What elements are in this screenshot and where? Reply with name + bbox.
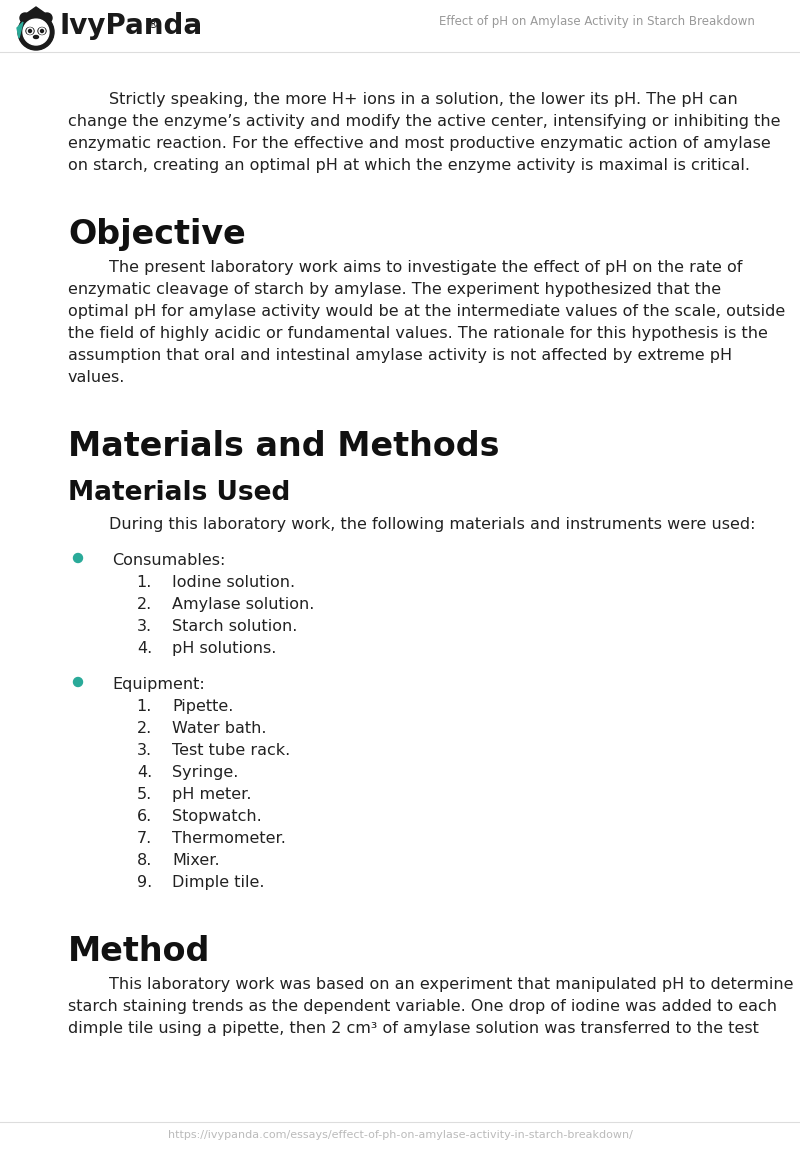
Polygon shape — [17, 22, 23, 38]
Ellipse shape — [34, 36, 38, 38]
Text: starch staining trends as the dependent variable. One drop of iodine was added t: starch staining trends as the dependent … — [68, 999, 777, 1014]
Ellipse shape — [38, 28, 46, 35]
Text: 9.: 9. — [137, 875, 152, 890]
Text: on starch, creating an optimal pH at which the enzyme activity is maximal is cri: on starch, creating an optimal pH at whi… — [68, 158, 750, 173]
Text: Stopwatch.: Stopwatch. — [172, 809, 262, 824]
Text: Effect of pH on Amylase Activity in Starch Breakdown: Effect of pH on Amylase Activity in Star… — [439, 15, 755, 28]
Text: During this laboratory work, the following materials and instruments were used:: During this laboratory work, the followi… — [68, 517, 755, 532]
Text: 7.: 7. — [137, 831, 152, 846]
Circle shape — [42, 13, 52, 23]
Text: 3.: 3. — [137, 744, 152, 757]
Text: https://ivypanda.com/essays/effect-of-ph-on-amylase-activity-in-starch-breakdown: https://ivypanda.com/essays/effect-of-ph… — [167, 1130, 633, 1140]
Text: 4.: 4. — [137, 641, 152, 657]
Text: the field of highly acidic or fundamental values. The rationale for this hypothe: the field of highly acidic or fundamenta… — [68, 326, 768, 341]
Text: Materials and Methods: Materials and Methods — [68, 430, 499, 463]
Text: The present laboratory work aims to investigate the effect of pH on the rate of: The present laboratory work aims to inve… — [68, 260, 742, 275]
Text: Method: Method — [68, 935, 210, 967]
Text: Water bath.: Water bath. — [172, 722, 266, 735]
Circle shape — [27, 28, 33, 34]
Text: 1.: 1. — [137, 699, 152, 715]
Bar — [24, 14, 48, 17]
Polygon shape — [26, 7, 46, 14]
Text: 4.: 4. — [137, 764, 152, 780]
Circle shape — [23, 19, 49, 45]
Text: assumption that oral and intestinal amylase activity is not affected by extreme : assumption that oral and intestinal amyl… — [68, 348, 732, 363]
Text: IvyPanda: IvyPanda — [60, 12, 203, 39]
Text: 8.: 8. — [137, 853, 152, 868]
Text: Strictly speaking, the more H+ ions in a solution, the lower its pH. The pH can: Strictly speaking, the more H+ ions in a… — [68, 92, 738, 107]
Text: pH solutions.: pH solutions. — [172, 641, 276, 657]
Text: Thermometer.: Thermometer. — [172, 831, 286, 846]
Text: dimple tile using a pipette, then 2 cm³ of amylase solution was transferred to t: dimple tile using a pipette, then 2 cm³ … — [68, 1021, 759, 1036]
Text: change the enzyme’s activity and modify the active center, intensifying or inhib: change the enzyme’s activity and modify … — [68, 114, 781, 129]
Text: This laboratory work was based on an experiment that manipulated pH to determine: This laboratory work was based on an exp… — [68, 977, 794, 992]
Text: values.: values. — [68, 370, 126, 385]
Text: Starch solution.: Starch solution. — [172, 619, 298, 635]
Text: 1.: 1. — [137, 575, 152, 590]
Circle shape — [41, 29, 43, 32]
Text: Syringe.: Syringe. — [172, 764, 238, 780]
Circle shape — [20, 13, 30, 23]
Ellipse shape — [26, 28, 34, 35]
Text: Objective: Objective — [68, 218, 246, 251]
Text: Consumables:: Consumables: — [112, 553, 226, 568]
Text: 3.: 3. — [137, 619, 152, 635]
Circle shape — [18, 14, 54, 50]
Text: pH meter.: pH meter. — [172, 786, 251, 802]
Circle shape — [74, 553, 82, 563]
Circle shape — [74, 677, 82, 687]
Circle shape — [39, 28, 45, 34]
Text: Mixer.: Mixer. — [172, 853, 220, 868]
Text: 6.: 6. — [137, 809, 152, 824]
Text: ®: ® — [146, 19, 158, 31]
Text: Equipment:: Equipment: — [112, 677, 205, 693]
Text: enzymatic reaction. For the effective and most productive enzymatic action of am: enzymatic reaction. For the effective an… — [68, 136, 770, 151]
Text: Pipette.: Pipette. — [172, 699, 234, 715]
Text: Dimple tile.: Dimple tile. — [172, 875, 265, 890]
Text: 2.: 2. — [137, 722, 152, 735]
Text: Materials Used: Materials Used — [68, 480, 290, 506]
Text: Iodine solution.: Iodine solution. — [172, 575, 295, 590]
Circle shape — [29, 29, 31, 32]
Text: Amylase solution.: Amylase solution. — [172, 597, 314, 612]
Text: enzymatic cleavage of starch by amylase. The experiment hypothesized that the: enzymatic cleavage of starch by amylase.… — [68, 282, 721, 297]
Text: 2.: 2. — [137, 597, 152, 612]
Text: optimal pH for amylase activity would be at the intermediate values of the scale: optimal pH for amylase activity would be… — [68, 304, 786, 319]
Text: Test tube rack.: Test tube rack. — [172, 744, 290, 757]
Text: 5.: 5. — [137, 786, 152, 802]
